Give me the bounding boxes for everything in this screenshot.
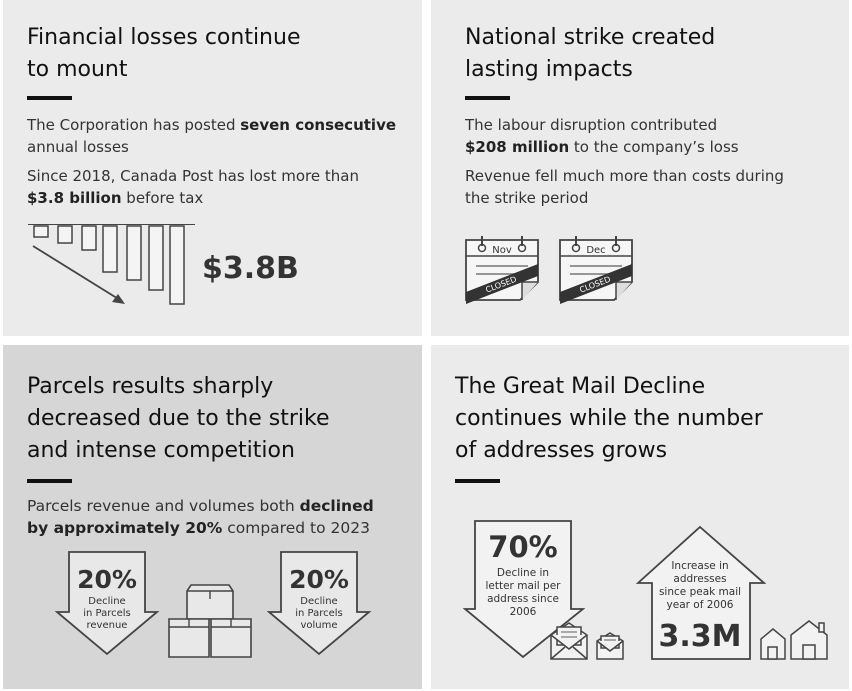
total-loss-text: Since 2018, Canada Post has lost more th… (27, 167, 359, 207)
volume-decline-arrow: 20% Decline in Parcels volume (267, 551, 372, 656)
svg-text:letter mail per: letter mail per (485, 580, 561, 592)
revenue-fell-text: Revenue fell much more than costs during… (465, 167, 784, 207)
calendar-month: Dec (586, 245, 605, 256)
title-rule (465, 96, 510, 100)
svg-text:Increase in: Increase in (671, 560, 728, 572)
panel-title: The Great Mail Decline continues while t… (455, 371, 763, 467)
strike-cost-text: The labour disruption contributed $208 m… (465, 116, 739, 156)
title-rule (455, 479, 500, 483)
national-strike-panel: National strike created lasting impacts … (431, 0, 849, 336)
svg-text:2006: 2006 (510, 606, 537, 618)
title-line: The Great Mail Decline (455, 374, 706, 399)
svg-text:addresses: addresses (673, 573, 726, 585)
svg-text:Decline: Decline (88, 596, 125, 607)
svg-text:volume: volume (300, 620, 337, 631)
loss-stat: $3.8B (202, 251, 299, 286)
title-line: decreased due to the strike (27, 406, 330, 431)
svg-text:in Parcels: in Parcels (295, 608, 343, 619)
panel-title: Financial losses continue to mount (27, 22, 300, 86)
parcels-decline-text: Parcels revenue and volumes both decline… (27, 497, 374, 537)
svg-text:year of 2006: year of 2006 (667, 599, 734, 611)
svg-text:Decline: Decline (300, 596, 337, 607)
panel-title: Parcels results sharply decreased due to… (27, 371, 329, 467)
revenue-decline-arrow: 20% Decline in Parcels revenue (55, 551, 160, 656)
title-line: and intense competition (27, 438, 295, 463)
arrow-value: 20% (289, 565, 349, 594)
svg-text:address since: address since (487, 593, 559, 605)
title-line: of addresses grows (455, 438, 668, 463)
calendar-month: Nov (492, 245, 512, 256)
envelope-icon (550, 622, 624, 660)
financial-losses-panel: Financial losses continue to mount The C… (3, 0, 422, 336)
title-line: Financial losses continue (27, 25, 301, 50)
arrow-value: 70% (488, 530, 557, 564)
panel-title: National strike created lasting impacts (465, 22, 715, 86)
svg-text:in Parcels: in Parcels (83, 608, 131, 619)
mail-decline-arrow: 70% Decline in letter mail per address s… (463, 520, 585, 659)
title-line: National strike created (465, 25, 716, 50)
svg-text:Decline in: Decline in (497, 567, 549, 579)
great-mail-decline-panel: The Great Mail Decline continues while t… (431, 345, 849, 689)
svg-text:since peak mail: since peak mail (659, 586, 741, 598)
house-icon (760, 620, 828, 660)
title-rule (27, 479, 72, 483)
parcels-results-panel: Parcels results sharply decreased due to… (3, 345, 422, 689)
title-line: Parcels results sharply (27, 374, 274, 399)
arrow-value: 3.3M (659, 619, 742, 654)
consecutive-losses-text: The Corporation has posted seven consecu… (27, 116, 397, 156)
closed-calendar-icon: Dec CLOSED (559, 236, 633, 304)
title-line: lasting impacts (465, 57, 633, 82)
title-line: continues while the number (455, 406, 763, 431)
closed-calendar-icon: Nov CLOSED (465, 236, 539, 304)
title-rule (27, 96, 72, 100)
svg-text:revenue: revenue (87, 620, 128, 631)
arrow-value: 20% (77, 565, 137, 594)
title-line: to mount (27, 57, 128, 82)
address-increase-arrow: Increase in addresses since peak mail ye… (636, 525, 766, 660)
declining-bars-icon (28, 224, 195, 305)
parcel-boxes-icon (168, 584, 252, 658)
